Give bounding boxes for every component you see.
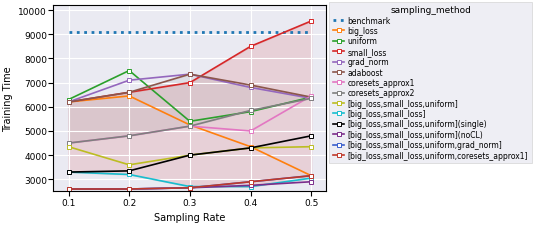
- [big_loss,small_loss,uniform,grad_norm]: [187, 187, 193, 189]
- [big_loss,small_loss,uniform](single): [65, 171, 72, 174]
- coresets_approx2: [65, 142, 72, 145]
- grad_norm: [187, 74, 193, 76]
- uniform: [126, 70, 132, 73]
- X-axis label: Sampling Rate: Sampling Rate: [154, 212, 226, 222]
- Line: uniform: uniform: [67, 70, 313, 124]
- benchmark: [126, 31, 132, 34]
- big_loss: [308, 175, 315, 177]
- [big_loss,small_loss,uniform,grad_norm]: [126, 188, 132, 191]
- Line: small_loss: small_loss: [67, 20, 313, 104]
- Line: grad_norm: grad_norm: [67, 73, 313, 104]
- small_loss: [308, 20, 315, 23]
- [big_loss,small_loss]: [65, 171, 72, 174]
- benchmark: [247, 31, 254, 34]
- uniform: [65, 99, 72, 101]
- coresets_approx1: [308, 95, 315, 98]
- [big_loss,small_loss]: [308, 177, 315, 180]
- Y-axis label: Training Time: Training Time: [3, 66, 13, 132]
- uniform: [187, 120, 193, 123]
- [big_loss,small_loss,uniform,coresets_approx1]: [65, 188, 72, 191]
- adaboost: [126, 92, 132, 94]
- coresets_approx2: [247, 110, 254, 112]
- [big_loss,small_loss,uniform](noCL): [308, 181, 315, 183]
- Line: [big_loss,small_loss,uniform](single): [big_loss,small_loss,uniform](single): [67, 135, 313, 174]
- [big_loss,small_loss,uniform,grad_norm]: [65, 188, 72, 191]
- [big_loss,small_loss]: [187, 185, 193, 188]
- grad_norm: [126, 79, 132, 82]
- big_loss: [65, 101, 72, 104]
- coresets_approx2: [308, 98, 315, 100]
- [big_loss,small_loss,uniform,coresets_approx1]: [247, 181, 254, 183]
- [big_loss,small_loss,uniform](noCL): [126, 188, 132, 191]
- [big_loss,small_loss,uniform](noCL): [247, 184, 254, 187]
- small_loss: [247, 46, 254, 49]
- coresets_approx1: [187, 125, 193, 128]
- grad_norm: [65, 101, 72, 104]
- [big_loss,small_loss,uniform](noCL): [187, 187, 193, 189]
- [big_loss,small_loss,uniform](single): [308, 135, 315, 137]
- [big_loss,small_loss,uniform,coresets_approx1]: [126, 188, 132, 191]
- Legend: benchmark, big_loss, uniform, small_loss, grad_norm, adaboost, coresets_approx1,: benchmark, big_loss, uniform, small_loss…: [329, 2, 532, 164]
- coresets_approx2: [126, 135, 132, 137]
- [big_loss,small_loss,uniform,coresets_approx1]: [308, 175, 315, 177]
- big_loss: [247, 146, 254, 148]
- grad_norm: [308, 98, 315, 100]
- benchmark: [65, 31, 72, 34]
- benchmark: [187, 31, 193, 34]
- [big_loss,small_loss,uniform](single): [247, 147, 254, 150]
- [big_loss,small_loss]: [126, 173, 132, 176]
- [big_loss,small_loss,uniform,grad_norm]: [308, 175, 315, 177]
- [big_loss,small_loss,uniform](single): [187, 154, 193, 157]
- uniform: [247, 111, 254, 113]
- adaboost: [308, 96, 315, 99]
- coresets_approx1: [126, 135, 132, 137]
- Line: [big_loss,small_loss,uniform,coresets_approx1]: [big_loss,small_loss,uniform,coresets_ap…: [67, 174, 313, 191]
- [big_loss,small_loss,uniform]: [65, 146, 72, 148]
- Line: adaboost: adaboost: [67, 73, 313, 104]
- [big_loss,small_loss,uniform]: [187, 154, 193, 157]
- small_loss: [187, 82, 193, 85]
- coresets_approx2: [187, 125, 193, 128]
- adaboost: [247, 84, 254, 87]
- Line: big_loss: big_loss: [67, 95, 313, 178]
- Line: [big_loss,small_loss,uniform,grad_norm]: [big_loss,small_loss,uniform,grad_norm]: [67, 174, 313, 191]
- [big_loss,small_loss]: [247, 185, 254, 188]
- adaboost: [187, 74, 193, 76]
- grad_norm: [247, 87, 254, 89]
- coresets_approx1: [65, 142, 72, 145]
- [big_loss,small_loss,uniform]: [126, 164, 132, 166]
- uniform: [308, 96, 315, 99]
- [big_loss,small_loss,uniform]: [308, 146, 315, 148]
- small_loss: [65, 101, 72, 104]
- [big_loss,small_loss,uniform,coresets_approx1]: [187, 187, 193, 189]
- adaboost: [65, 101, 72, 104]
- [big_loss,small_loss,uniform](single): [126, 170, 132, 172]
- big_loss: [126, 95, 132, 98]
- Line: [big_loss,small_loss,uniform](noCL): [big_loss,small_loss,uniform](noCL): [67, 180, 313, 191]
- Line: coresets_approx2: coresets_approx2: [67, 97, 313, 145]
- big_loss: [187, 124, 193, 127]
- [big_loss,small_loss,uniform](noCL): [65, 188, 72, 191]
- Line: coresets_approx1: coresets_approx1: [67, 95, 313, 145]
- small_loss: [126, 92, 132, 94]
- [big_loss,small_loss,uniform,grad_norm]: [247, 181, 254, 183]
- benchmark: [308, 31, 315, 34]
- [big_loss,small_loss,uniform]: [247, 147, 254, 150]
- Line: [big_loss,small_loss]: [big_loss,small_loss]: [67, 171, 313, 189]
- coresets_approx1: [247, 130, 254, 133]
- Line: [big_loss,small_loss,uniform]: [big_loss,small_loss,uniform]: [67, 145, 313, 167]
